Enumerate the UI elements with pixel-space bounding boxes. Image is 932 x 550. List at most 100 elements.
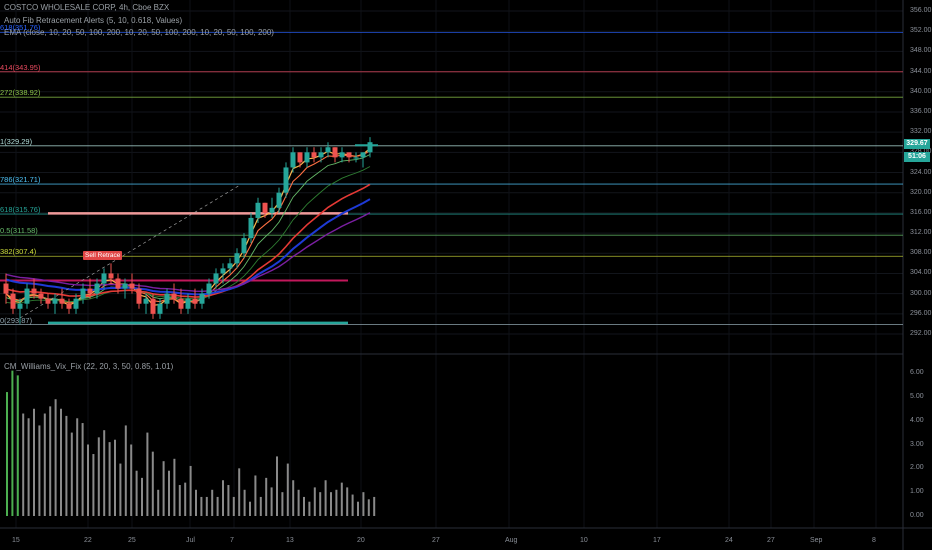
vix-bar	[340, 482, 343, 516]
candle-body	[360, 152, 366, 158]
price-tick-label: 352.00	[910, 27, 932, 35]
candle-body	[262, 202, 268, 213]
vix-bar	[146, 432, 149, 516]
vix-bar	[168, 470, 170, 516]
vix-bar	[330, 492, 332, 516]
candle-body	[290, 152, 296, 168]
candle-body	[101, 273, 107, 284]
indicator-fib[interactable]: Auto Fib Retracement Alerts (5, 10, 0.61…	[4, 16, 183, 25]
price-tick-label: 304.00	[910, 269, 932, 277]
candle-body	[157, 303, 163, 314]
vix-bar	[281, 492, 284, 516]
candle-body	[136, 288, 142, 304]
candle-body	[353, 157, 359, 159]
candle-body	[346, 152, 352, 158]
vix-bar	[286, 463, 289, 516]
price-tick-label: 292.00	[910, 330, 932, 337]
indicator-vix[interactable]: CM_Williams_Vix_Fix (22, 20, 3, 50, 0.85…	[4, 362, 174, 371]
vix-bar	[303, 496, 305, 516]
vix-bar	[373, 496, 376, 516]
price-tick-label: 344.00	[910, 67, 932, 75]
vix-bar	[308, 501, 311, 516]
vix-bar	[205, 496, 208, 516]
candle-body	[150, 298, 156, 314]
candle-body	[129, 283, 135, 289]
date-tick-label: 27	[767, 537, 775, 544]
vix-bar	[335, 489, 338, 516]
candle-body	[59, 298, 65, 304]
date-tick-label: 15	[12, 537, 20, 544]
candle-body	[10, 293, 16, 309]
candle-body	[45, 298, 51, 304]
vix-tick-label: 4.00	[910, 416, 924, 424]
vix-bar	[189, 465, 192, 516]
vix-bar	[33, 408, 35, 516]
vix-bar	[11, 370, 14, 516]
candle-body	[31, 288, 37, 294]
vix-bar	[324, 480, 327, 516]
candle-body	[220, 268, 226, 274]
vix-bar	[124, 425, 127, 516]
vix-bar	[254, 475, 257, 516]
vix-bar	[16, 375, 19, 516]
fib-level-label: 272(338.92)	[0, 88, 41, 98]
vix-bar	[238, 468, 241, 516]
vix-bar	[222, 480, 224, 516]
candle-body	[332, 147, 338, 158]
fib-level-label: 786(321.71)	[0, 175, 41, 185]
vix-bar	[87, 444, 89, 516]
candle-body	[3, 283, 9, 294]
price-tick-label: 332.00	[910, 128, 932, 136]
fib-level-label: 1(329.29)	[0, 136, 33, 146]
candle-body	[227, 263, 233, 269]
vix-bar	[130, 444, 133, 516]
candle-body	[206, 283, 212, 294]
candle-body	[171, 293, 177, 299]
vix-bar	[49, 406, 52, 516]
candle-body	[248, 217, 254, 239]
candle-body	[73, 298, 79, 309]
vix-bar	[313, 487, 316, 516]
vix-bar	[108, 442, 111, 516]
last-price-tag: 329.67	[904, 139, 930, 149]
vix-tick-label: 2.00	[910, 464, 924, 472]
fib-level-label: 618(315.76)	[0, 205, 41, 215]
candle-body	[269, 207, 275, 213]
candle-body	[276, 192, 282, 208]
candle-body	[199, 293, 205, 304]
candle-body	[339, 152, 345, 158]
price-tick-label: 328.00	[910, 148, 931, 155]
price-tick-label: 300.00	[910, 289, 932, 297]
price-tick-label: 324.00	[910, 168, 932, 176]
vix-bar	[227, 485, 230, 516]
date-tick-label: 20	[357, 537, 365, 544]
vix-bar	[292, 480, 295, 516]
indicator-ema[interactable]: EMA (close, 10, 20, 50, 100, 200, 10, 20…	[4, 28, 274, 37]
vix-bar	[211, 489, 214, 516]
date-tick-label: 8	[872, 537, 876, 544]
vix-bar	[157, 489, 160, 516]
price-tick-label: 340.00	[910, 87, 932, 95]
candle-body	[304, 152, 310, 163]
vix-bar	[259, 496, 262, 516]
vix-bar	[362, 492, 365, 516]
vix-bar	[232, 496, 235, 516]
candle-body	[94, 283, 100, 294]
vix-bar	[173, 458, 176, 516]
candle-body	[367, 142, 373, 153]
date-tick-label: Sep	[810, 537, 823, 544]
vix-bar	[70, 432, 73, 516]
vix-bar	[6, 392, 8, 516]
candle-body	[24, 288, 30, 304]
candle-body	[318, 152, 324, 158]
vix-bar	[114, 439, 116, 516]
candle-body	[185, 298, 191, 309]
vix-tick-label: 6.00	[910, 369, 924, 376]
date-tick-label: 13	[286, 537, 294, 544]
vix-bar	[319, 492, 322, 516]
bar-countdown: 51:06	[904, 152, 930, 162]
price-tick-label: 336.00	[910, 107, 932, 115]
chart-title[interactable]: COSTCO WHOLESALE CORP, 4h, Cboe BZX	[4, 3, 170, 12]
vix-bar	[81, 423, 84, 516]
